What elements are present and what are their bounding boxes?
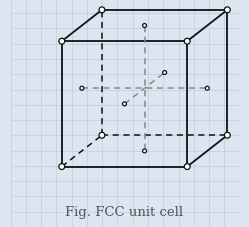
Circle shape [224,8,230,14]
Text: Fig. FCC unit cell: Fig. FCC unit cell [65,205,184,218]
Circle shape [184,39,190,45]
Circle shape [123,102,126,106]
Circle shape [143,149,146,153]
Circle shape [59,164,65,170]
Circle shape [163,71,167,75]
Circle shape [184,164,190,170]
Circle shape [205,87,209,91]
Circle shape [59,39,65,45]
Circle shape [80,87,84,91]
Circle shape [224,133,230,138]
Circle shape [99,133,105,138]
Circle shape [143,25,146,28]
Circle shape [99,8,105,14]
